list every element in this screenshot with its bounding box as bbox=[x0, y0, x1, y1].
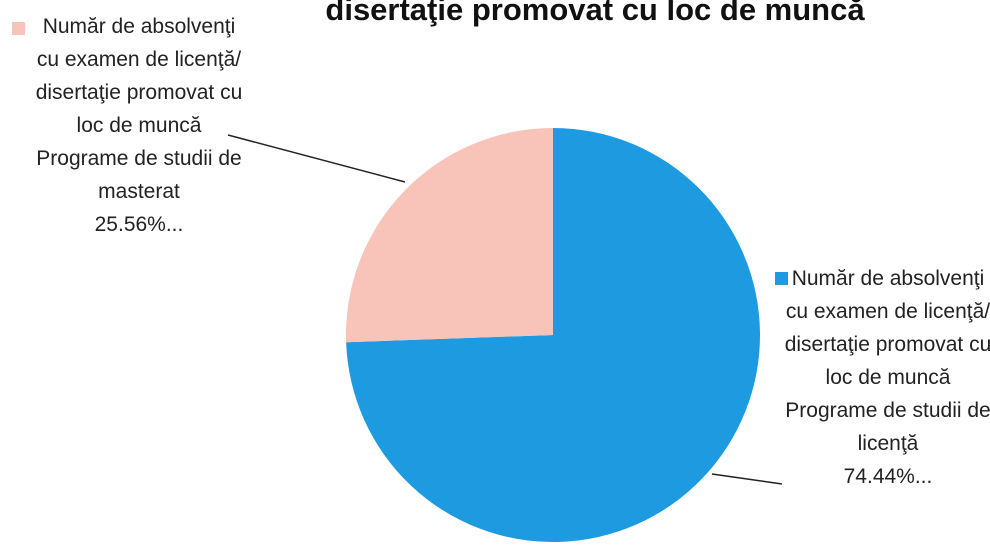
legend-swatch bbox=[775, 272, 788, 285]
legend-swatch bbox=[12, 22, 25, 35]
chart-title: disertaţie promovat cu loc de muncă bbox=[325, 0, 865, 27]
data-label: Număr de absolvenţi cu examen de licenţă… bbox=[783, 262, 990, 493]
value-label: 25.56%... bbox=[94, 213, 184, 236]
category-label: Număr de absolvenţi cu examen de licenţă… bbox=[784, 267, 990, 455]
leader-line bbox=[711, 473, 783, 485]
pie-slice bbox=[346, 128, 760, 542]
leader-line bbox=[227, 134, 406, 183]
value-label: 74.44%... bbox=[843, 465, 933, 488]
pie-slice bbox=[346, 128, 553, 343]
category-label: Număr de absolvenţi cu examen de licenţă… bbox=[35, 15, 243, 203]
data-label: Număr de absolvenţi cu examen de licenţă… bbox=[34, 10, 244, 241]
